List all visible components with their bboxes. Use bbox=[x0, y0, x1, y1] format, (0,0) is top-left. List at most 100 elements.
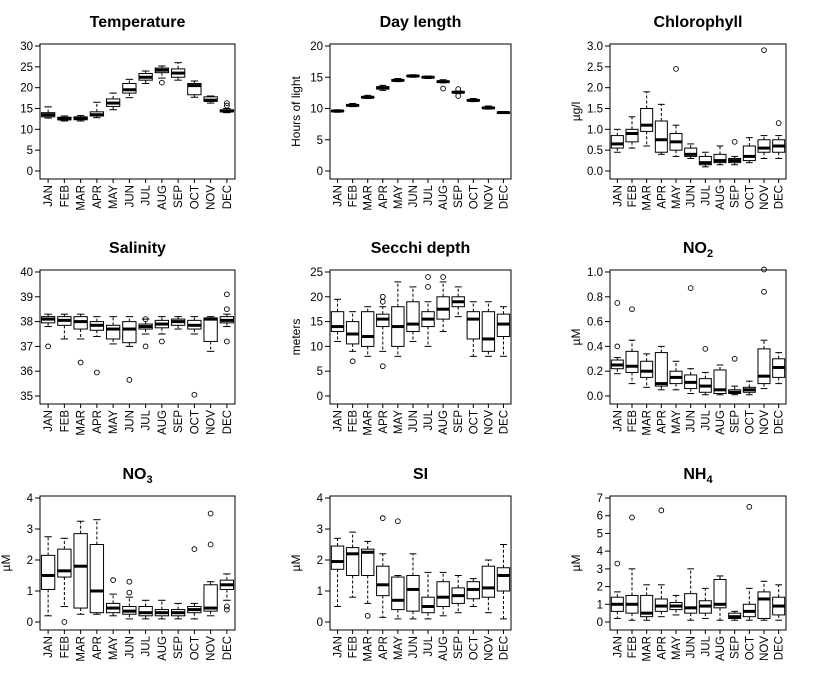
y-tick-label: 10 bbox=[20, 124, 33, 136]
x-tick-label-sep: SEP bbox=[173, 185, 185, 208]
x-tick-label-nov: NOV bbox=[759, 185, 771, 210]
panel-title-text: NO bbox=[122, 466, 146, 483]
box-sep bbox=[728, 610, 742, 621]
box-jun bbox=[684, 143, 698, 159]
box-feb bbox=[57, 313, 72, 340]
x-tick-label-jun: JUN bbox=[408, 185, 420, 207]
panel-title-subscript: 4 bbox=[706, 474, 713, 486]
plot-frame bbox=[329, 269, 512, 405]
y-tick-label: 36 bbox=[20, 366, 33, 378]
x-tick-label-mar: MAR bbox=[642, 636, 654, 662]
y-tick-label: 3 bbox=[27, 524, 33, 536]
box-may bbox=[105, 316, 121, 345]
x-tick-label-oct: OCT bbox=[189, 410, 201, 434]
x-tick-label-may: MAY bbox=[671, 410, 683, 434]
x-tick-label-jul: JUL bbox=[141, 409, 153, 430]
box-oct bbox=[466, 98, 480, 103]
x-tick-label-aug: AUG bbox=[715, 636, 727, 661]
x-tick-label-may: MAY bbox=[108, 636, 120, 660]
outlier-point bbox=[159, 79, 165, 86]
box-oct bbox=[187, 80, 202, 98]
panel-title: NO3 bbox=[122, 466, 152, 486]
outlier-point bbox=[746, 504, 753, 510]
box-iqr bbox=[330, 545, 345, 570]
box-aug bbox=[436, 274, 450, 333]
plot-frame bbox=[609, 495, 787, 631]
x-tick-label-feb: FEB bbox=[348, 410, 360, 433]
x-tick-label-jun: JUN bbox=[408, 410, 420, 432]
box-iqr bbox=[391, 576, 405, 611]
y-tick-label: 20 bbox=[310, 292, 323, 304]
outlier-point bbox=[731, 355, 738, 362]
box-may bbox=[105, 577, 121, 617]
outlier-point bbox=[761, 266, 767, 273]
outlier-point bbox=[425, 274, 431, 280]
x-tick-label-jan: JAN bbox=[612, 410, 624, 432]
box-nov bbox=[757, 47, 771, 159]
box-feb bbox=[345, 103, 360, 108]
outlier-point bbox=[614, 560, 621, 567]
box-feb bbox=[625, 306, 639, 385]
y-tick-label: 20 bbox=[310, 41, 323, 53]
y-tick-label: 10 bbox=[310, 104, 323, 116]
y-tick-label: 0.0 bbox=[587, 166, 603, 178]
plot-frame bbox=[329, 495, 512, 631]
y-tick-label: 30 bbox=[20, 41, 33, 53]
outlier-point bbox=[126, 377, 133, 383]
box-jul bbox=[138, 316, 153, 350]
box-sep bbox=[170, 62, 186, 81]
x-tick-label-mar: MAR bbox=[76, 410, 88, 436]
outlier-point bbox=[425, 284, 431, 290]
box-jun bbox=[122, 578, 137, 620]
y-tick-label: 5 bbox=[27, 145, 33, 157]
y-tick-label: 3 bbox=[317, 524, 323, 536]
x-tick-label-oct: OCT bbox=[189, 185, 201, 209]
box-sep bbox=[451, 286, 465, 318]
box-apr bbox=[654, 507, 668, 618]
panel-3: Chlorophyll 0.0 0.5 1.0 1.5 2.0 2.5 3.0 µg/l JAN F… bbox=[569, 14, 787, 211]
box-jan bbox=[610, 300, 624, 375]
y-tick-label: 2 bbox=[27, 555, 33, 567]
panel-1: Temperature 0 5 10 15 20 25 30 JAN FEB MAR APR MAY JU… bbox=[20, 14, 236, 211]
box-iqr bbox=[122, 321, 137, 344]
outlier-point bbox=[142, 316, 149, 322]
box-jan bbox=[610, 128, 624, 153]
x-tick-label-oct: OCT bbox=[744, 410, 756, 434]
box-may bbox=[391, 78, 405, 83]
y-tick-label: 4 bbox=[597, 546, 604, 558]
y-tick-label: 0 bbox=[317, 617, 323, 629]
box-iqr bbox=[187, 83, 202, 96]
x-tick-label-dec: DEC bbox=[222, 185, 234, 209]
x-tick-label-nov: NOV bbox=[759, 636, 771, 661]
box-jun bbox=[406, 553, 420, 620]
outlier-point bbox=[455, 86, 462, 92]
box-iqr bbox=[610, 135, 624, 149]
box-may bbox=[391, 281, 405, 357]
outlier-point bbox=[673, 66, 679, 72]
box-may bbox=[391, 518, 405, 620]
box-nov bbox=[203, 95, 218, 104]
plot-frame bbox=[609, 43, 787, 180]
y-tick-label: 40 bbox=[20, 267, 33, 279]
x-tick-label-jan: JAN bbox=[333, 185, 345, 207]
box-apr bbox=[89, 101, 105, 119]
x-tick-label-may: MAY bbox=[393, 410, 405, 434]
box-mar bbox=[361, 306, 375, 357]
y-axis-label: µM bbox=[569, 329, 583, 346]
panel-title: Temperature bbox=[90, 14, 186, 31]
box-dec bbox=[219, 291, 235, 345]
y-tick-label: 35 bbox=[20, 391, 33, 403]
y-axis-label: µM bbox=[569, 555, 583, 572]
box-iqr bbox=[757, 591, 771, 619]
x-tick-label-apr: APR bbox=[656, 185, 668, 209]
outlier-point bbox=[687, 285, 694, 291]
box-iqr bbox=[138, 606, 153, 617]
outlier-point bbox=[191, 546, 198, 553]
box-oct bbox=[187, 546, 202, 620]
y-tick-label: 5 bbox=[317, 135, 323, 147]
box-iqr bbox=[73, 533, 88, 609]
box-dec bbox=[496, 111, 511, 115]
x-tick-label-oct: OCT bbox=[189, 636, 201, 660]
box-iqr bbox=[684, 147, 698, 157]
panel-title-text: SI bbox=[413, 466, 428, 483]
